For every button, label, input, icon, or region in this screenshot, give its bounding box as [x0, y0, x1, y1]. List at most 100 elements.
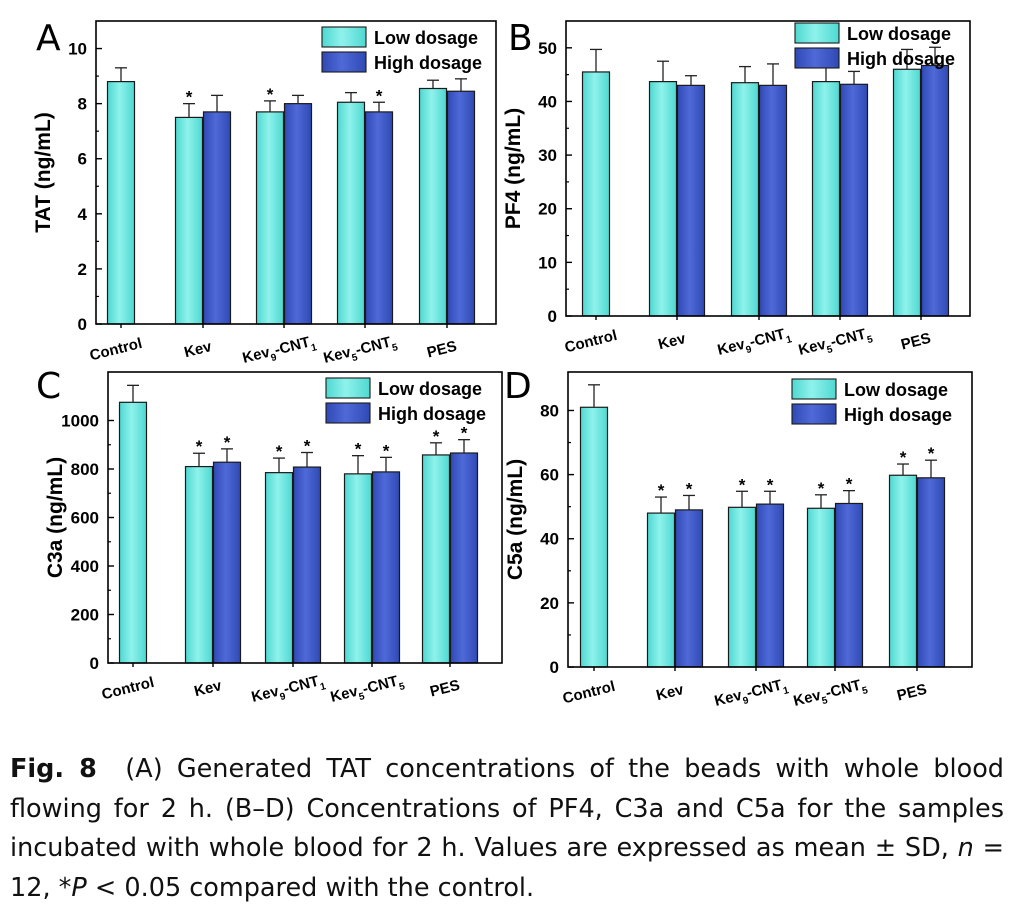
bar: [174, 116, 204, 325]
bar: [892, 68, 922, 317]
panel-label: D: [504, 366, 532, 407]
y-tick-label: 20: [538, 200, 557, 219]
legend-swatch-high: [794, 47, 840, 69]
x-tick-label: Kev9-CNT1: [241, 332, 319, 371]
caption-n-symbol: n: [957, 833, 974, 863]
axes-frame: [565, 20, 971, 317]
x-tick-label: PES: [425, 338, 458, 362]
legend-swatch-high: [325, 402, 371, 424]
x-tick-label: Kev9-CNT1: [713, 675, 791, 714]
bar: [418, 87, 448, 325]
legend-label-low: Low dosage: [844, 380, 948, 400]
caption-text-part3: < 0.05 compared with the control.: [86, 872, 535, 903]
significance-star: *: [376, 86, 383, 105]
x-tick-label: Control: [88, 335, 144, 364]
significance-star: *: [767, 475, 774, 494]
bar: [674, 509, 704, 668]
chart-panel-a: A * * * 0 2 4 6 8 10 TAT (ng/mL) Control Kev Kev9-CNT…: [32, 18, 497, 371]
bar: [888, 474, 918, 668]
y-tick-label: 50: [538, 39, 557, 58]
legend-label-high: High dosage: [844, 405, 952, 425]
y-tick-label: 80: [540, 401, 559, 420]
bar: [839, 83, 869, 317]
x-tick-label: Control: [100, 674, 156, 703]
y-tick-label: 6: [78, 150, 87, 169]
y-tick-label: 0: [550, 658, 559, 677]
caption-p-symbol: *P: [58, 872, 87, 903]
significance-star: *: [900, 448, 907, 467]
bar: [581, 71, 611, 317]
y-tick-label: 20: [540, 594, 559, 613]
chart-panel-b: B 0 10 20 30 40 50 PF4 (ng/mL) Control Kev Kev9-CN…: [502, 18, 971, 359]
bar: [449, 452, 479, 664]
x-tick-label: Kev: [656, 330, 687, 353]
y-tick-label: 60: [540, 466, 559, 485]
significance-star: *: [186, 88, 193, 107]
x-tick-label: Control: [563, 327, 619, 356]
bar: [421, 454, 451, 664]
bar: [292, 466, 322, 664]
significance-star: *: [686, 479, 693, 498]
y-tick-label: 0: [548, 307, 557, 326]
significance-star: *: [355, 440, 362, 459]
legend-swatch-low: [794, 22, 840, 44]
panel-label: C: [36, 366, 61, 407]
y-tick-label: 40: [538, 92, 557, 111]
bar: [646, 512, 676, 668]
x-tick-label: Kev: [192, 677, 223, 700]
legend-swatch-high: [321, 51, 367, 73]
y-tick-label: 1000: [61, 412, 99, 431]
bar: [106, 80, 136, 325]
x-tick-label: Kev: [182, 338, 213, 361]
bar: [806, 507, 836, 668]
bar: [755, 503, 785, 668]
bar: [579, 406, 609, 668]
axes-frame: [567, 371, 973, 668]
legend-swatch-low: [321, 26, 367, 48]
significance-star: *: [818, 479, 825, 498]
y-tick-label: 10: [68, 40, 87, 59]
legend-label-low: Low dosage: [378, 379, 482, 399]
legend-label-high: High dosage: [378, 404, 486, 424]
bar: [364, 111, 394, 325]
bar: [184, 465, 214, 664]
bar: [727, 506, 757, 668]
y-tick-label: 10: [538, 253, 557, 272]
x-tick-label: Kev5-CNT5: [322, 332, 400, 371]
x-tick-label: PES: [895, 681, 928, 705]
legend-swatch-low: [325, 377, 371, 399]
bar: [916, 477, 946, 668]
significance-star: *: [383, 441, 390, 460]
y-axis-label: C5a (ng/mL): [504, 459, 527, 580]
bar: [758, 84, 788, 317]
bar: [811, 81, 841, 317]
significance-star: *: [739, 475, 746, 494]
bar: [834, 502, 864, 668]
caption-text-part2: = 12,: [10, 833, 1004, 903]
chart-legend: Low dosage High dosage: [791, 378, 952, 425]
y-axis-label: C3a (ng/mL): [44, 457, 67, 578]
legend-label-high: High dosage: [847, 49, 955, 69]
significance-star: *: [461, 424, 468, 443]
x-tick-label: Kev9-CNT1: [250, 671, 328, 710]
y-axis-label: PF4 (ng/mL): [502, 108, 525, 229]
bar: [648, 81, 678, 317]
chart-legend: Low dosage High dosage: [325, 377, 486, 424]
bar: [336, 101, 366, 325]
significance-star: *: [267, 85, 274, 104]
bar: [343, 473, 373, 664]
significance-star: *: [433, 427, 440, 446]
y-axis-label: TAT (ng/mL): [32, 112, 55, 233]
bar: [920, 64, 950, 317]
chart-legend: Low dosage High dosage: [321, 26, 482, 73]
legend-label-low: Low dosage: [847, 24, 951, 44]
caption-text-part1: (A) Generated TAT concentrations of the …: [10, 754, 1004, 863]
figure-panels: A * * * 0 2 4 6 8 10 TAT (ng/mL) Control Kev Kev9-CNT…: [32, 18, 973, 714]
y-tick-label: 4: [78, 205, 88, 224]
chart-panel-c: C * * * * * * * * 0 200 400 600 800 1000 C3a (ng/mL) Con…: [36, 366, 503, 710]
bar: [255, 111, 285, 325]
bar: [371, 471, 401, 664]
figure-caption: Fig. 8 (A) Generated TAT concentrations …: [10, 750, 1004, 908]
x-tick-label: Kev5-CNT5: [792, 675, 870, 714]
x-tick-label: Control: [561, 678, 617, 707]
